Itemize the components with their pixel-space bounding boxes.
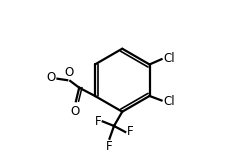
Text: O: O xyxy=(64,66,73,79)
Text: F: F xyxy=(126,125,133,139)
Text: Cl: Cl xyxy=(163,95,175,108)
Text: F: F xyxy=(106,140,113,153)
Text: Cl: Cl xyxy=(163,52,175,65)
Text: O: O xyxy=(70,105,80,118)
Text: F: F xyxy=(95,115,102,128)
Text: O: O xyxy=(46,71,55,84)
